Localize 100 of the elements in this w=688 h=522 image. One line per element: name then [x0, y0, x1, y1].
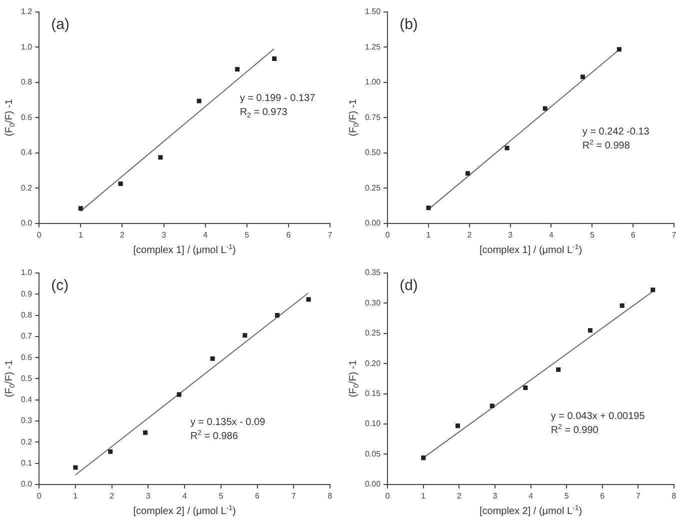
y-tick-label: 0.75 — [364, 112, 382, 122]
x-tick-label: 2 — [456, 491, 462, 500]
point — [466, 171, 470, 176]
y-tick-label: 1.00 — [364, 78, 382, 87]
y-tick-label: 0.00 — [364, 480, 382, 489]
point — [235, 66, 240, 72]
y-tick-label: 0.0 — [20, 480, 33, 489]
y-tick-label: 1.50 — [364, 7, 382, 16]
y-tick-label: 1.0 — [20, 268, 33, 278]
y-tick-label: 0.00 — [364, 218, 382, 228]
point — [176, 392, 182, 397]
x-tick-label: 7 — [328, 230, 333, 240]
x-tick-label: 3 — [162, 230, 167, 240]
y-tick-label: 0.9 — [20, 289, 33, 298]
point — [118, 182, 123, 186]
y-tick-label: 0.25 — [364, 183, 382, 192]
x-tick-label: 4 — [203, 230, 208, 240]
chart-title: (d) — [400, 277, 418, 294]
x-tick-label: 6 — [600, 491, 606, 500]
point — [78, 206, 83, 211]
y-tick-label: 0.05 — [364, 449, 382, 458]
x-tick-label: 3 — [146, 491, 151, 500]
point — [275, 313, 280, 318]
x-tick-label: 2 — [467, 230, 472, 240]
y-tick-label: 0.4 — [20, 148, 33, 158]
annotation: y = 0.135x - 0.09 — [190, 417, 266, 428]
annotation: y = 0.242 -0.13 — [582, 126, 650, 138]
point — [421, 456, 426, 460]
x-tick-label: 4 — [549, 230, 554, 240]
point — [455, 424, 460, 428]
point — [210, 356, 215, 361]
chart-title: (a) — [51, 16, 70, 33]
point — [588, 328, 592, 333]
x-tick-label: 5 — [564, 491, 570, 500]
x-tick-label: 5 — [244, 230, 250, 240]
point — [426, 206, 431, 210]
x-tick-label: 0 — [36, 230, 42, 240]
y-tick-label: 0.2 — [20, 183, 33, 192]
point — [143, 430, 148, 435]
y-tick-label: 0.50 — [364, 148, 382, 158]
x-tick-label: 4 — [528, 491, 534, 500]
x-tick-label: 1 — [421, 491, 426, 500]
y-tick-label: 1.0 — [20, 42, 33, 52]
point — [620, 303, 624, 308]
x-tick-label: 0 — [36, 491, 42, 500]
x-tick-label: 5 — [218, 491, 224, 500]
point — [306, 297, 311, 302]
x-tick-label: 3 — [508, 230, 514, 240]
point — [490, 404, 494, 408]
x-tick-label: 7 — [291, 491, 296, 500]
chart-title: (c) — [51, 277, 69, 294]
x-tick-label: 8 — [328, 491, 333, 500]
point — [504, 146, 510, 150]
x-tick-label: 0 — [385, 230, 390, 240]
x-tick-label: 3 — [492, 491, 498, 500]
y-tick-label: 0.4 — [20, 395, 33, 404]
x-tick-label: 4 — [182, 491, 188, 500]
x-tick-label: 1 — [73, 491, 78, 500]
x-tick-label: 7 — [672, 230, 677, 240]
point — [523, 386, 528, 390]
y-tick-label: 0.6 — [20, 112, 33, 122]
y-tick-label: 0.20 — [364, 358, 382, 368]
x-tick-label: 6 — [286, 230, 292, 240]
y-tick-label: 0.10 — [364, 419, 382, 428]
y-tick-label: 0.3 — [20, 416, 33, 426]
point — [196, 98, 202, 104]
y-tick-label: 0.15 — [364, 389, 382, 398]
x-tick-label: 2 — [120, 230, 126, 240]
x-tick-label: 8 — [672, 491, 677, 500]
y-tick-label: 0.5 — [20, 374, 33, 383]
y-tick-label: 0.7 — [20, 332, 33, 341]
y-tick-label: 1.2 — [20, 7, 33, 16]
y-tick-label: 0.30 — [364, 298, 382, 308]
y-tick-label: 0.8 — [20, 310, 33, 320]
y-tick-label: 1.25 — [364, 42, 382, 52]
y-tick-label: 0.35 — [364, 268, 382, 278]
point — [542, 106, 548, 111]
point — [616, 47, 622, 52]
x-tick-label: 5 — [590, 230, 595, 240]
annotation: y = 0.043x + 0.00195 — [550, 410, 646, 422]
x-tick-label: 2 — [110, 491, 115, 500]
x-tick-label: 6 — [255, 491, 260, 500]
y-tick-label: 0.6 — [20, 352, 33, 362]
y-tick-label: 0.0 — [20, 218, 33, 228]
x-tick-label: 6 — [630, 230, 636, 240]
y-tick-label: 0.2 — [20, 437, 33, 446]
y-tick-label: 0.8 — [20, 78, 33, 87]
point — [272, 56, 277, 61]
annotation: y = 0.199 - 0.137 — [240, 92, 316, 104]
point — [556, 367, 561, 372]
point — [580, 74, 586, 80]
x-tick-label: 1 — [78, 230, 84, 240]
x-tick-label: 1 — [426, 230, 432, 240]
x-tick-label: 0 — [385, 491, 390, 500]
point — [108, 449, 113, 454]
chart-title: (b) — [400, 16, 418, 33]
point — [650, 288, 656, 292]
point — [158, 155, 163, 160]
point — [73, 465, 78, 470]
y-tick-label: 0.25 — [364, 328, 382, 338]
